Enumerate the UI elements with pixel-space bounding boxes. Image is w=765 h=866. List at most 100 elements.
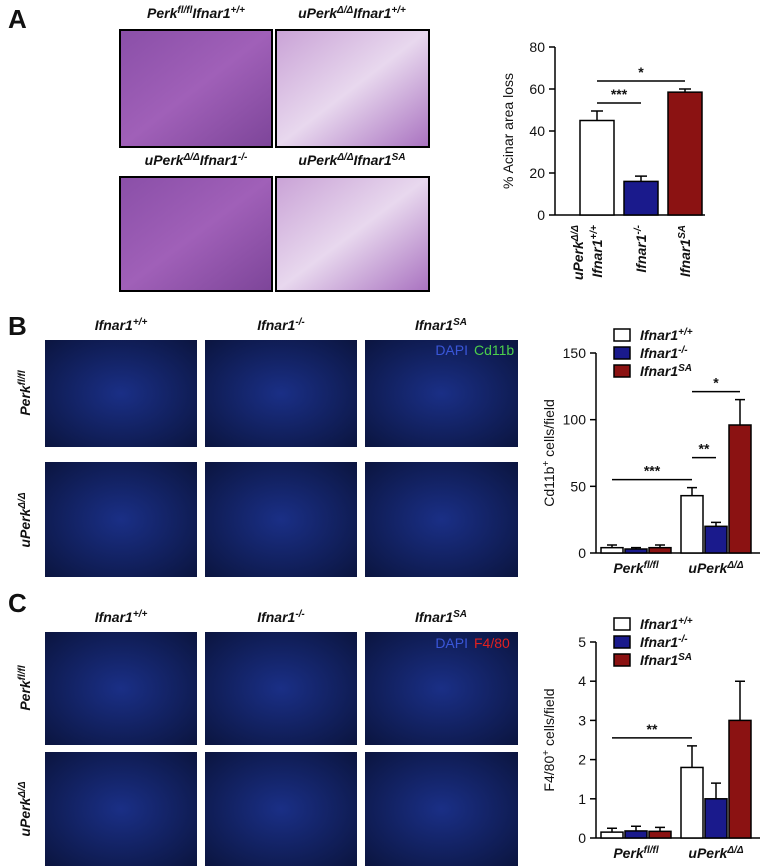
fluorescence-image [365, 752, 518, 866]
column-header-part: Ifnar1 [95, 609, 133, 625]
legend-label-sup: SA [678, 363, 692, 374]
column-header-sup: -/- [295, 609, 305, 620]
y-tick-label: 50 [570, 478, 586, 494]
legend-swatch [613, 346, 631, 360]
bar [680, 494, 704, 554]
y-axis-label-sup: + [541, 461, 552, 467]
error-bar [591, 110, 603, 121]
bar [667, 91, 703, 216]
he-image [275, 176, 430, 292]
he-image [119, 176, 273, 292]
significance-label: * [638, 64, 644, 80]
x-tick-label: Ifnar1-/- [633, 224, 650, 272]
legend-swatch [613, 653, 631, 667]
image-caption: uPerkΔ/ΔIfnar1SA [298, 152, 405, 169]
x-tick-label-sup: +/+ [589, 225, 600, 240]
y-tick-label: 20 [529, 165, 545, 181]
legend-label-sup: SA [678, 652, 692, 663]
panel-label: C [8, 588, 27, 618]
y-tick-label: 100 [563, 412, 587, 428]
image-caption-sup: fl/fl [177, 5, 192, 16]
group-label-sup: Δ/Δ [570, 225, 581, 242]
column-header: Ifnar1+/+ [95, 609, 148, 626]
bar [704, 798, 728, 839]
fluorescence-image [205, 632, 357, 745]
column-header-sup: +/+ [133, 609, 148, 620]
column-header: Ifnar1+/+ [95, 317, 148, 334]
column-header-part: Ifnar1 [257, 317, 295, 333]
bar [680, 766, 704, 839]
image-caption-part: Ifnar1 [200, 152, 238, 168]
bar [648, 546, 672, 554]
significance-label: *** [611, 86, 628, 102]
row-label: uPerkΔ/Δ [17, 492, 34, 547]
error-bar [711, 782, 721, 799]
bar [579, 119, 615, 216]
significance-label: * [713, 375, 719, 391]
legend-swatch [613, 617, 631, 631]
column-header-sup: +/+ [133, 317, 148, 328]
legend-label-sup: -/- [678, 634, 688, 645]
image-caption-sup: SA [392, 152, 406, 163]
image-caption: uPerkΔ/ΔIfnar1-/- [145, 152, 248, 169]
bar [648, 830, 672, 839]
image-caption-sup: +/+ [231, 5, 246, 16]
row-label-part: Perk [17, 679, 33, 711]
panel-label: A [8, 4, 27, 34]
row-label-part: Perk [17, 384, 33, 416]
y-tick-label: 3 [578, 712, 586, 728]
legend-label-part: Ifnar1 [640, 345, 678, 361]
column-header-part: Ifnar1 [257, 609, 295, 625]
x-tick-label-part: uPerk [688, 560, 728, 576]
error-bar [655, 544, 665, 548]
group-label: uPerkΔ/Δ [570, 225, 587, 280]
column-header-sup: SA [453, 317, 467, 328]
column-header-sup: SA [453, 609, 467, 620]
column-header-part: Ifnar1 [415, 609, 453, 625]
y-axis-label: % Acinar area loss [500, 73, 516, 189]
image-caption-sup: Δ/Δ [336, 5, 353, 16]
x-tick-label: Perkfl/fl [613, 845, 659, 862]
y-axis-label: Cd11b+ cells/field [541, 399, 558, 507]
error-bar [679, 88, 691, 93]
error-bar [687, 745, 697, 768]
error-bar [631, 825, 641, 831]
bar [704, 525, 728, 554]
legend-label: Ifnar1SA [640, 363, 692, 380]
channel-label: DAPI [435, 342, 468, 358]
fluorescence-image [205, 752, 357, 866]
fluorescence-image [205, 340, 357, 447]
significance-label: ** [647, 721, 658, 737]
image-caption-sup: -/- [238, 152, 248, 163]
legend-swatch [613, 328, 631, 342]
y-tick-label: 1 [578, 791, 586, 807]
y-tick-label: 40 [529, 123, 545, 139]
legend-label: Ifnar1-/- [640, 345, 688, 362]
y-axis-label: F4/80+ cells/field [541, 688, 558, 791]
legend-label: Ifnar1+/+ [640, 327, 693, 344]
error-bar [635, 175, 647, 182]
row-label-sup: fl/fl [17, 665, 28, 680]
y-axis-label-part: cells/field [541, 399, 557, 460]
column-header: Ifnar1SA [415, 317, 467, 334]
x-tick-label-sup: Δ/Δ [726, 560, 743, 571]
image-caption-sup: Δ/Δ [336, 152, 353, 163]
image-caption-part: Ifnar1 [353, 5, 391, 21]
error-bar [607, 827, 617, 833]
x-tick-label-sup: SA [677, 225, 688, 239]
image-caption-sup: Δ/Δ [183, 152, 200, 163]
significance-label: *** [644, 463, 661, 479]
y-axis-label-part: Cd11b [541, 466, 557, 506]
error-bar [655, 826, 665, 832]
column-header-part: Ifnar1 [415, 317, 453, 333]
x-tick-label-sup: fl/fl [644, 845, 659, 856]
fluorescence-image [365, 462, 518, 577]
y-tick-label: 0 [537, 207, 545, 223]
legend-label-sup: +/+ [678, 616, 693, 627]
x-tick-label-part: Ifnar1 [633, 234, 649, 272]
y-tick-label: 150 [563, 345, 587, 361]
row-label-part: uPerk [17, 507, 33, 547]
bar [623, 180, 659, 216]
y-axis-label-sup: + [541, 750, 552, 756]
y-tick-label: 60 [529, 81, 545, 97]
